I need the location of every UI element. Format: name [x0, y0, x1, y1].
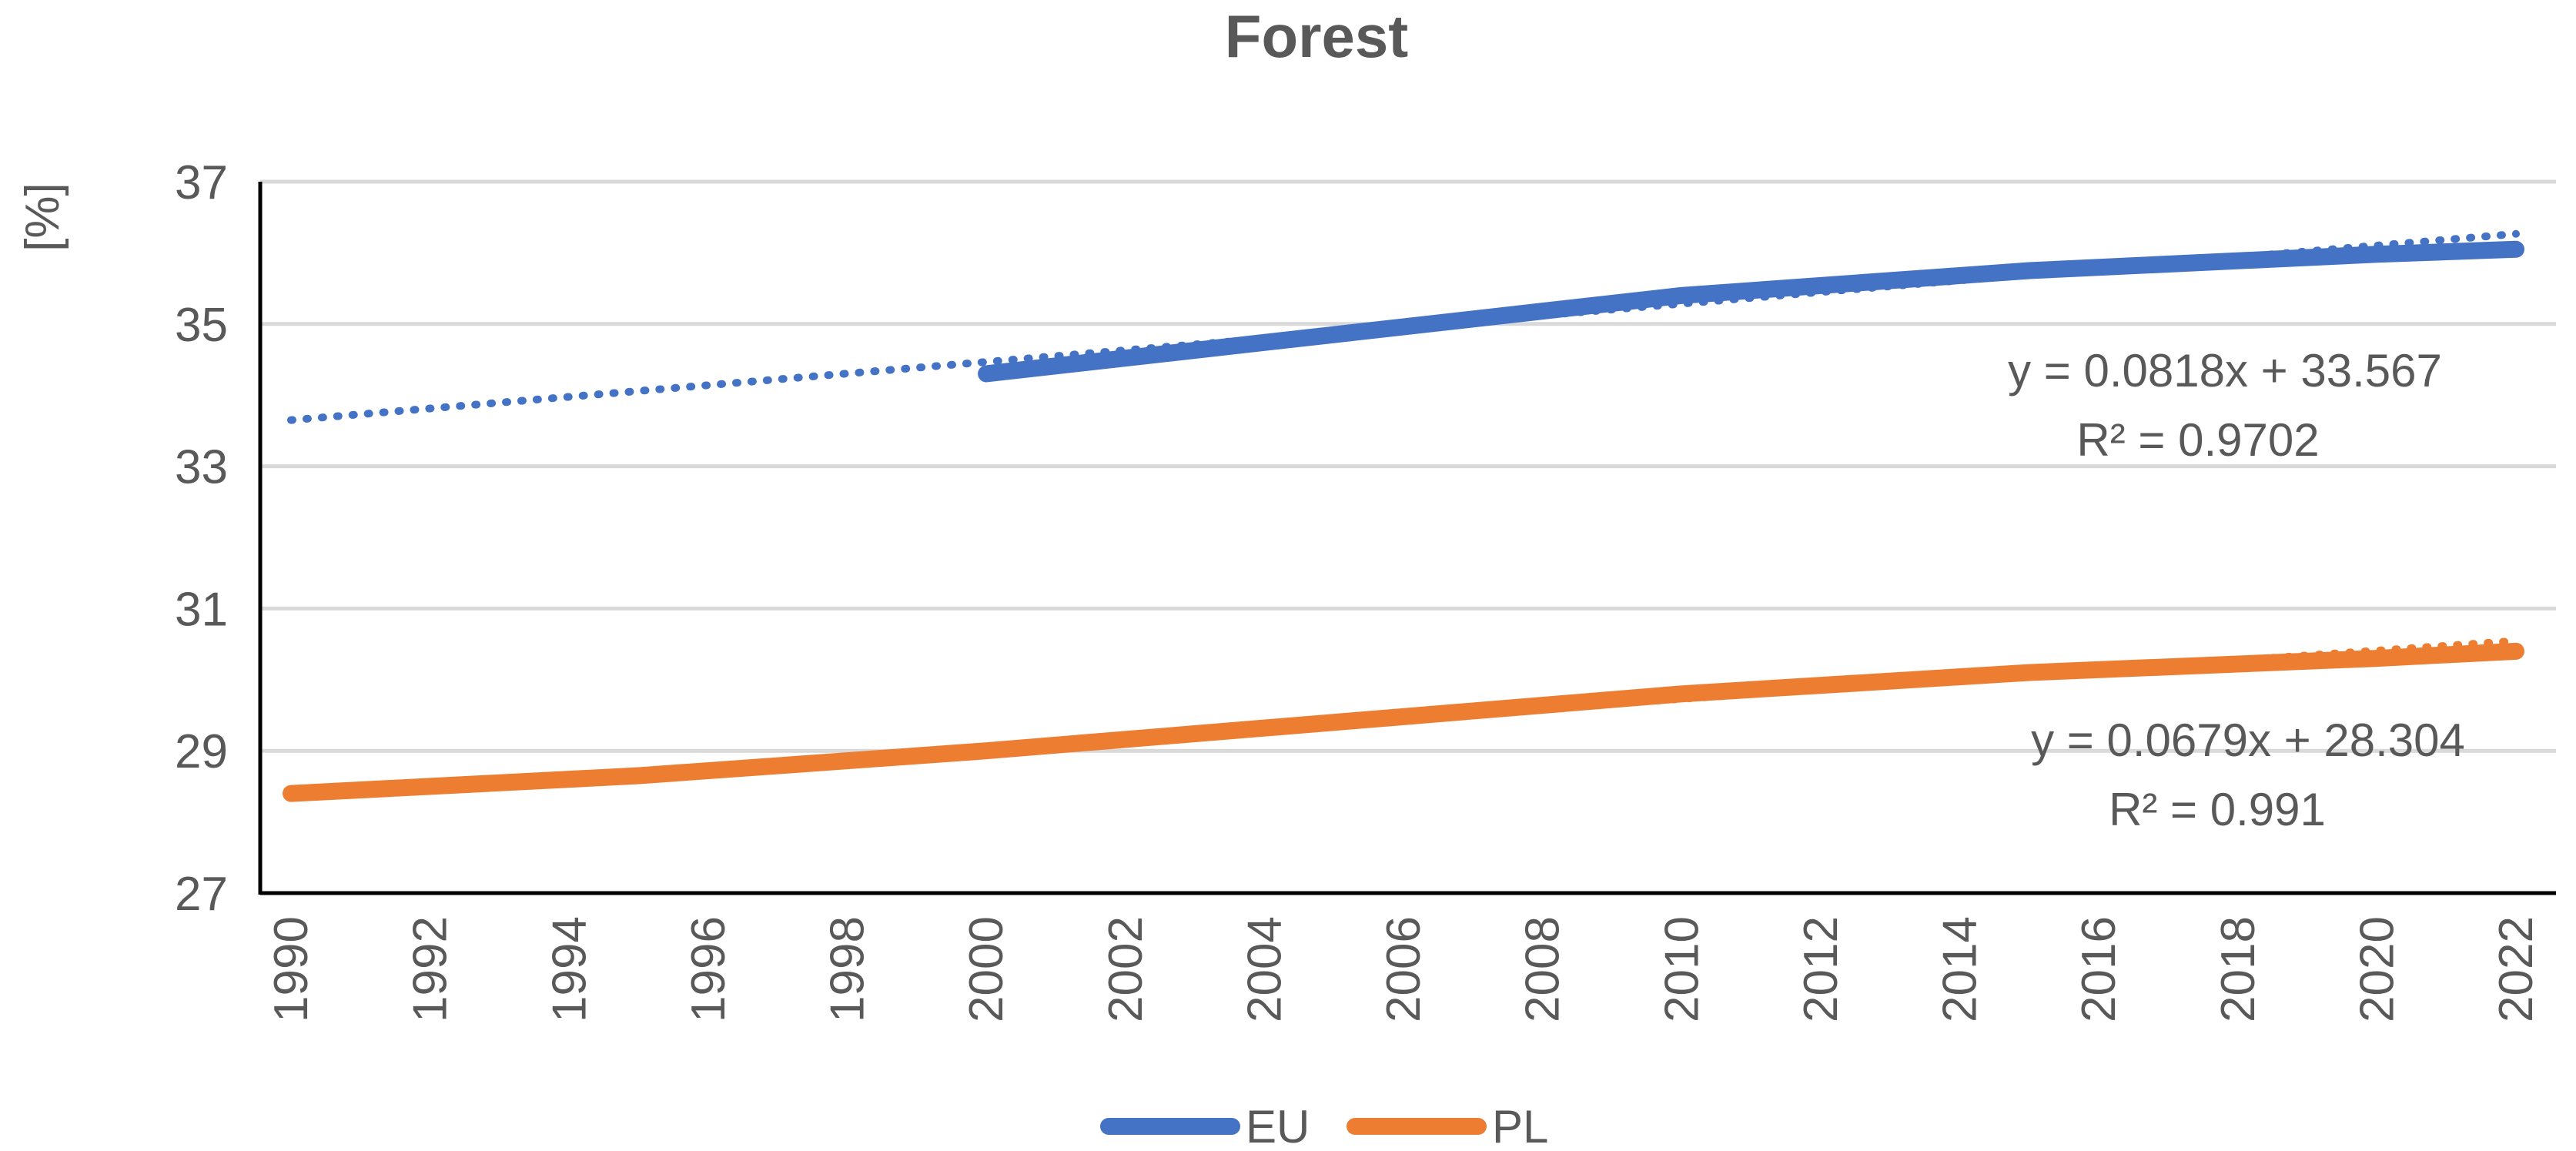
- trendline-equations: y = 0.0818x + 33.567 R² = 0.9702 y = 0.067…: [2008, 345, 2465, 835]
- gridlines: [260, 179, 2556, 753]
- series-line-eu: [978, 240, 2524, 383]
- x-tick-label: 1992: [404, 916, 457, 1022]
- y-tick-label: 31: [175, 583, 228, 636]
- x-tick-label: 2020: [2350, 916, 2404, 1022]
- trendline-equation-pl: y = 0.0679x + 28.304: [2031, 714, 2465, 766]
- trendline-r2-eu: R² = 0.9702: [2076, 414, 2319, 466]
- x-tick-label: 2008: [1517, 916, 1570, 1022]
- y-tick-label: 37: [175, 156, 228, 209]
- chart-title: Forest: [1225, 2, 1408, 70]
- legend-label-pl: PL: [1492, 1101, 1548, 1151]
- x-tick-label: 2006: [1377, 916, 1430, 1022]
- y-tick-label: 35: [175, 299, 228, 352]
- x-tick-label: 1990: [265, 916, 318, 1022]
- x-tick-labels: 1990 1992 1994 1996 1998 2000 2002 2004 2006 2008…: [265, 916, 2543, 1022]
- x-tick-label: 1998: [821, 916, 875, 1022]
- x-tick-label: 2000: [960, 916, 1013, 1022]
- x-tick-label: 2002: [1099, 916, 1153, 1022]
- x-tick-label: 2014: [1934, 916, 1987, 1022]
- x-tick-label: 1996: [682, 916, 735, 1022]
- trendline-r2-pl: R² = 0.991: [2109, 784, 2326, 835]
- x-tick-label: 2004: [1238, 916, 1291, 1022]
- legend-label-eu: EU: [1246, 1101, 1310, 1151]
- series-line-pl: [283, 642, 2524, 802]
- x-tick-label: 1994: [543, 916, 596, 1022]
- trendline-equation-eu: y = 0.0818x + 33.567: [2008, 345, 2442, 396]
- y-tick-labels: 27 29 31 33 35 37: [175, 156, 228, 921]
- x-tick-label: 2022: [2490, 916, 2543, 1022]
- x-tick-label: 2018: [2212, 916, 2265, 1022]
- data-series: [283, 240, 2524, 802]
- x-tick-label: 2012: [1795, 916, 1848, 1022]
- y-tick-label: 27: [175, 868, 228, 921]
- legend: EU PL: [1100, 1101, 1548, 1151]
- y-axis-label: [%]: [16, 182, 69, 252]
- y-tick-label: 33: [175, 441, 228, 494]
- y-tick-label: 29: [175, 725, 228, 778]
- x-tick-label: 2010: [1655, 916, 1708, 1022]
- x-tick-label: 2016: [2073, 916, 2126, 1022]
